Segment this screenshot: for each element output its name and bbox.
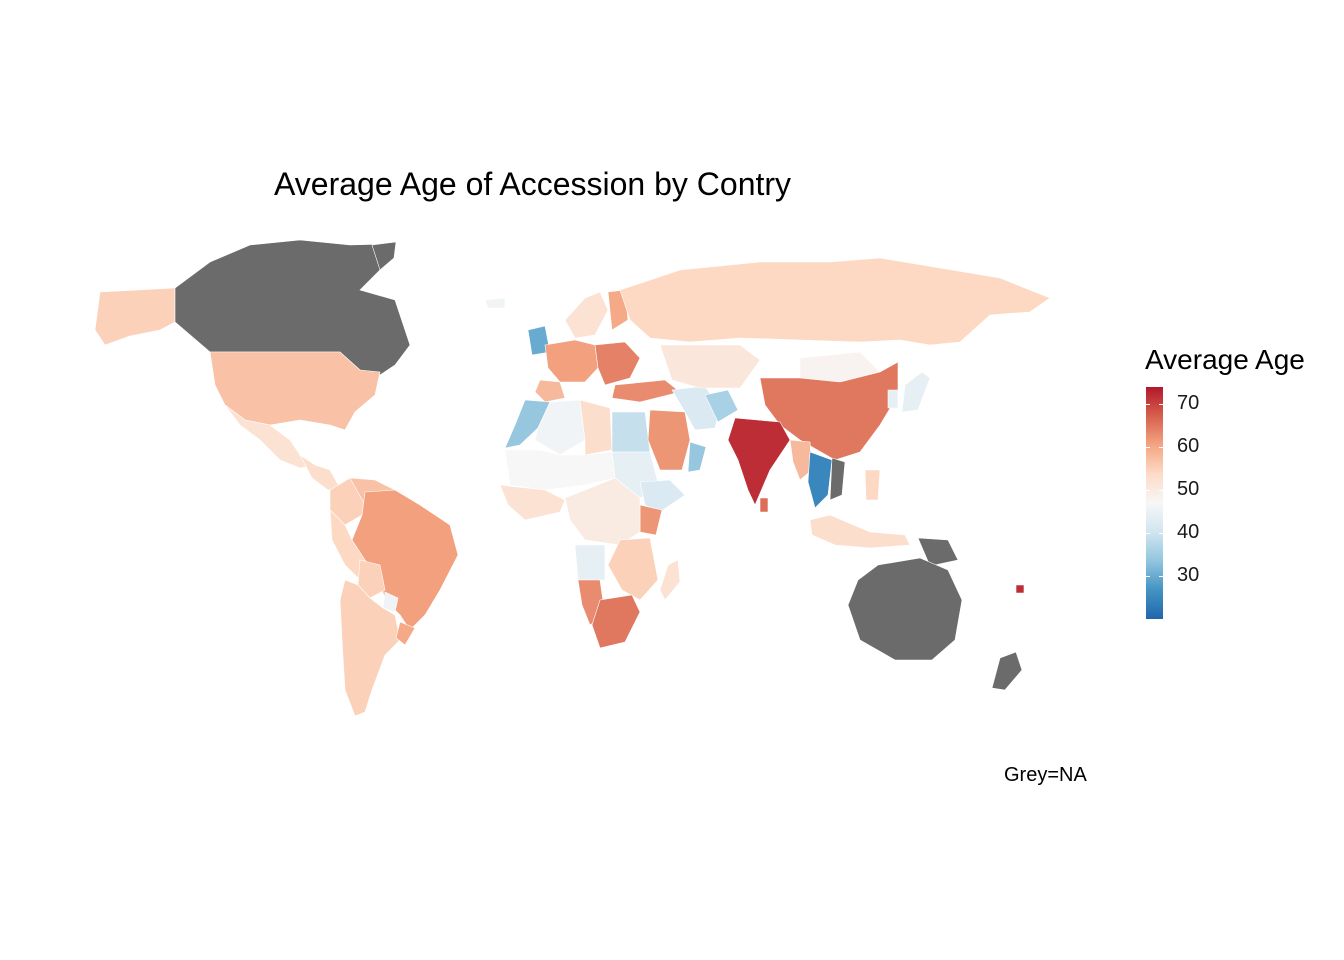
region-sahel [504, 449, 616, 491]
region-argentina-chile [339, 579, 401, 717]
legend-tick-mark [1159, 575, 1163, 577]
region-tanzania-mozambique [607, 537, 659, 601]
legend-tick-label: 60 [1177, 435, 1200, 458]
legend-tick-mark [1146, 575, 1150, 577]
region-papua-new-guinea [917, 537, 959, 567]
region-saudi-arabia [647, 409, 691, 471]
legend-tick-label: 50 [1177, 478, 1200, 501]
region-angola [574, 544, 606, 581]
region-australia [847, 557, 963, 661]
legend-tick-mark [1159, 532, 1163, 534]
map-title: Average Age of Accession by Contry [274, 166, 792, 202]
legend-tick-label: 40 [1177, 521, 1200, 544]
region-kenya [639, 504, 663, 536]
region-greenland [371, 241, 397, 271]
region-iberia [534, 379, 566, 403]
region-alaska [94, 287, 176, 346]
region-sri-lanka [759, 497, 769, 513]
region-korea [887, 389, 899, 409]
region-bolivia [357, 559, 386, 599]
region-fiji [1015, 584, 1025, 594]
legend-colorbar [1146, 387, 1163, 619]
region-afghanistan [704, 389, 739, 423]
legend-tick-mark [1159, 403, 1163, 405]
region-south-africa [591, 594, 641, 649]
region-new-zealand [991, 651, 1023, 691]
legend-tick-label: 70 [1177, 392, 1200, 415]
region-philippines [864, 469, 881, 501]
region-libya [579, 399, 613, 456]
region-central-africa [564, 477, 641, 546]
region-scandinavia [564, 291, 609, 339]
region-russia [619, 257, 1051, 346]
legend-tick-mark [1159, 489, 1163, 491]
region-uruguay [395, 621, 416, 646]
region-oman [687, 441, 707, 473]
legend-tick-mark [1159, 446, 1163, 448]
region-paraguay [382, 591, 399, 613]
region-central-europe [594, 341, 641, 386]
region-madagascar [659, 559, 681, 601]
region-egypt [611, 411, 651, 453]
region-central-america [299, 454, 341, 491]
legend-tick-mark [1146, 446, 1150, 448]
region-myanmar [789, 439, 813, 481]
legend-tick-mark [1146, 403, 1150, 405]
region-iceland [484, 297, 506, 309]
region-finland [607, 289, 629, 331]
region-western-europe [544, 339, 599, 383]
region-turkey [611, 379, 681, 403]
region-indonesia [809, 514, 911, 549]
region-ethiopia [639, 479, 686, 513]
region-india [727, 417, 791, 506]
legend-title: Average Age [1145, 344, 1305, 375]
legend-tick-mark [1146, 489, 1150, 491]
legend-tick-label: 30 [1177, 564, 1200, 587]
na-caption: Grey=NA [1004, 764, 1087, 786]
region-thailand [807, 451, 833, 509]
region-japan [901, 371, 931, 413]
legend-tick-mark [1146, 532, 1150, 534]
region-central-asia [659, 344, 761, 389]
region-vietnam [829, 457, 846, 501]
region-west-africa [499, 484, 566, 521]
